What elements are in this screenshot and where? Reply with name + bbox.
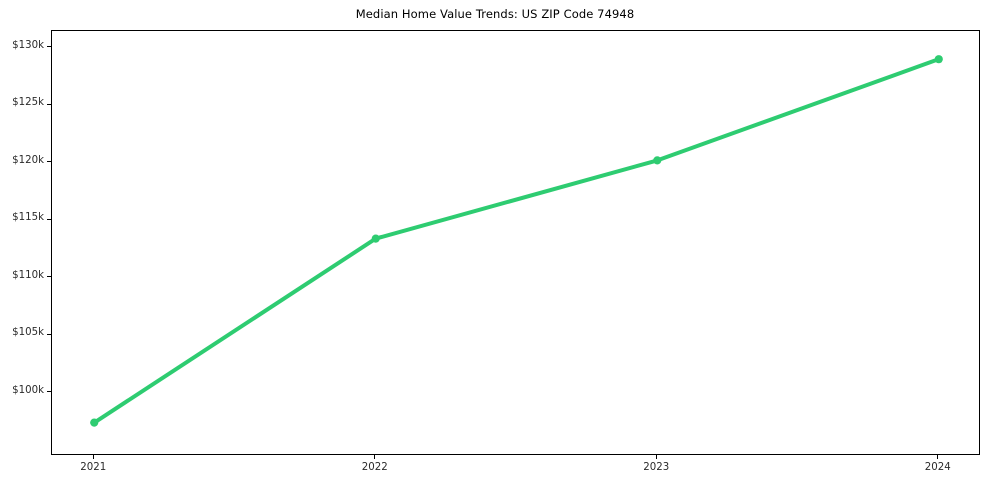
data-point-markers [90,55,943,427]
line-series-path [92,57,941,425]
x-axis-tick-label: 2024 [924,462,951,473]
data-point-marker [653,156,662,165]
y-axis-tick-label: $105k [12,327,44,339]
x-axis-tick-label: 2022 [361,462,388,473]
data-point-marker [371,234,380,243]
plot-area [51,30,980,455]
y-axis-tick-label: $100k [12,384,44,396]
y-axis-tick-label: $120k [12,154,44,166]
y-axis-tick-label: $115k [12,212,44,224]
chart-title: Median Home Value Trends: US ZIP Code 74… [355,7,635,21]
y-axis-tick-label: $125k [12,97,44,109]
y-axis-tick-label: $110k [12,269,44,281]
x-axis-tick-label: 2021 [80,462,107,473]
x-axis-tick-label: 2023 [643,462,670,473]
data-point-marker [90,418,99,427]
data-point-marker [934,55,943,64]
line-series-svg [90,55,943,427]
y-axis-tick-label: $130k [12,39,44,51]
